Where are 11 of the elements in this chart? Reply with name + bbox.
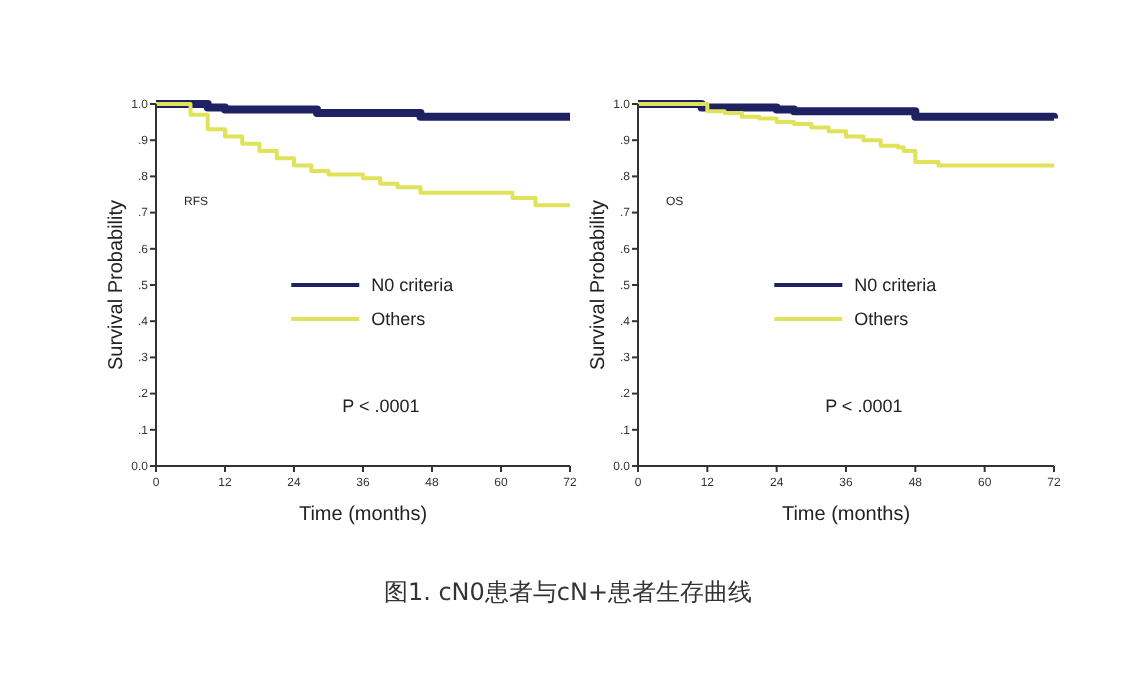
x-axis-title: Time (months) (781, 504, 911, 526)
annotation: P < .0001 (825, 395, 903, 416)
legend-label: N0 criteria (854, 275, 937, 296)
annotation: P < .0001 (342, 395, 420, 416)
y-axis-title: Survival Probability (588, 199, 610, 371)
legend-label: N0 criteria (371, 275, 454, 296)
legend-label: Others (371, 309, 427, 330)
legend-label: Others (854, 309, 910, 330)
x-axis-title: Time (months) (298, 504, 428, 526)
y-axis-title: Survival Probability (106, 199, 128, 371)
caption: 图1. cN0患者与cN+患者生存曲线 (383, 578, 753, 606)
